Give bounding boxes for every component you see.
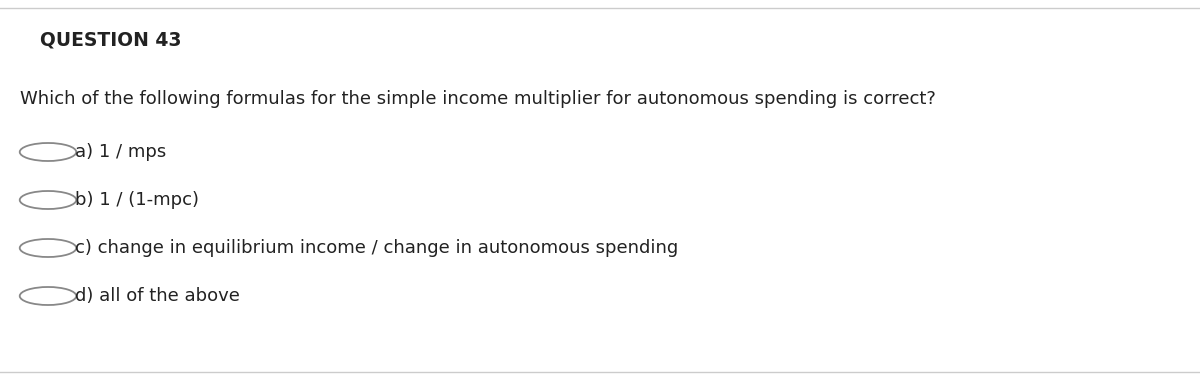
Text: c) change in equilibrium income / change in autonomous spending: c) change in equilibrium income / change… xyxy=(74,239,678,257)
Text: d) all of the above: d) all of the above xyxy=(74,287,240,305)
Text: b) 1 / (1-mpc): b) 1 / (1-mpc) xyxy=(74,191,199,209)
Text: a) 1 / mps: a) 1 / mps xyxy=(74,143,167,161)
Text: Which of the following formulas for the simple income multiplier for autonomous : Which of the following formulas for the … xyxy=(20,90,936,108)
Text: QUESTION 43: QUESTION 43 xyxy=(40,30,181,49)
